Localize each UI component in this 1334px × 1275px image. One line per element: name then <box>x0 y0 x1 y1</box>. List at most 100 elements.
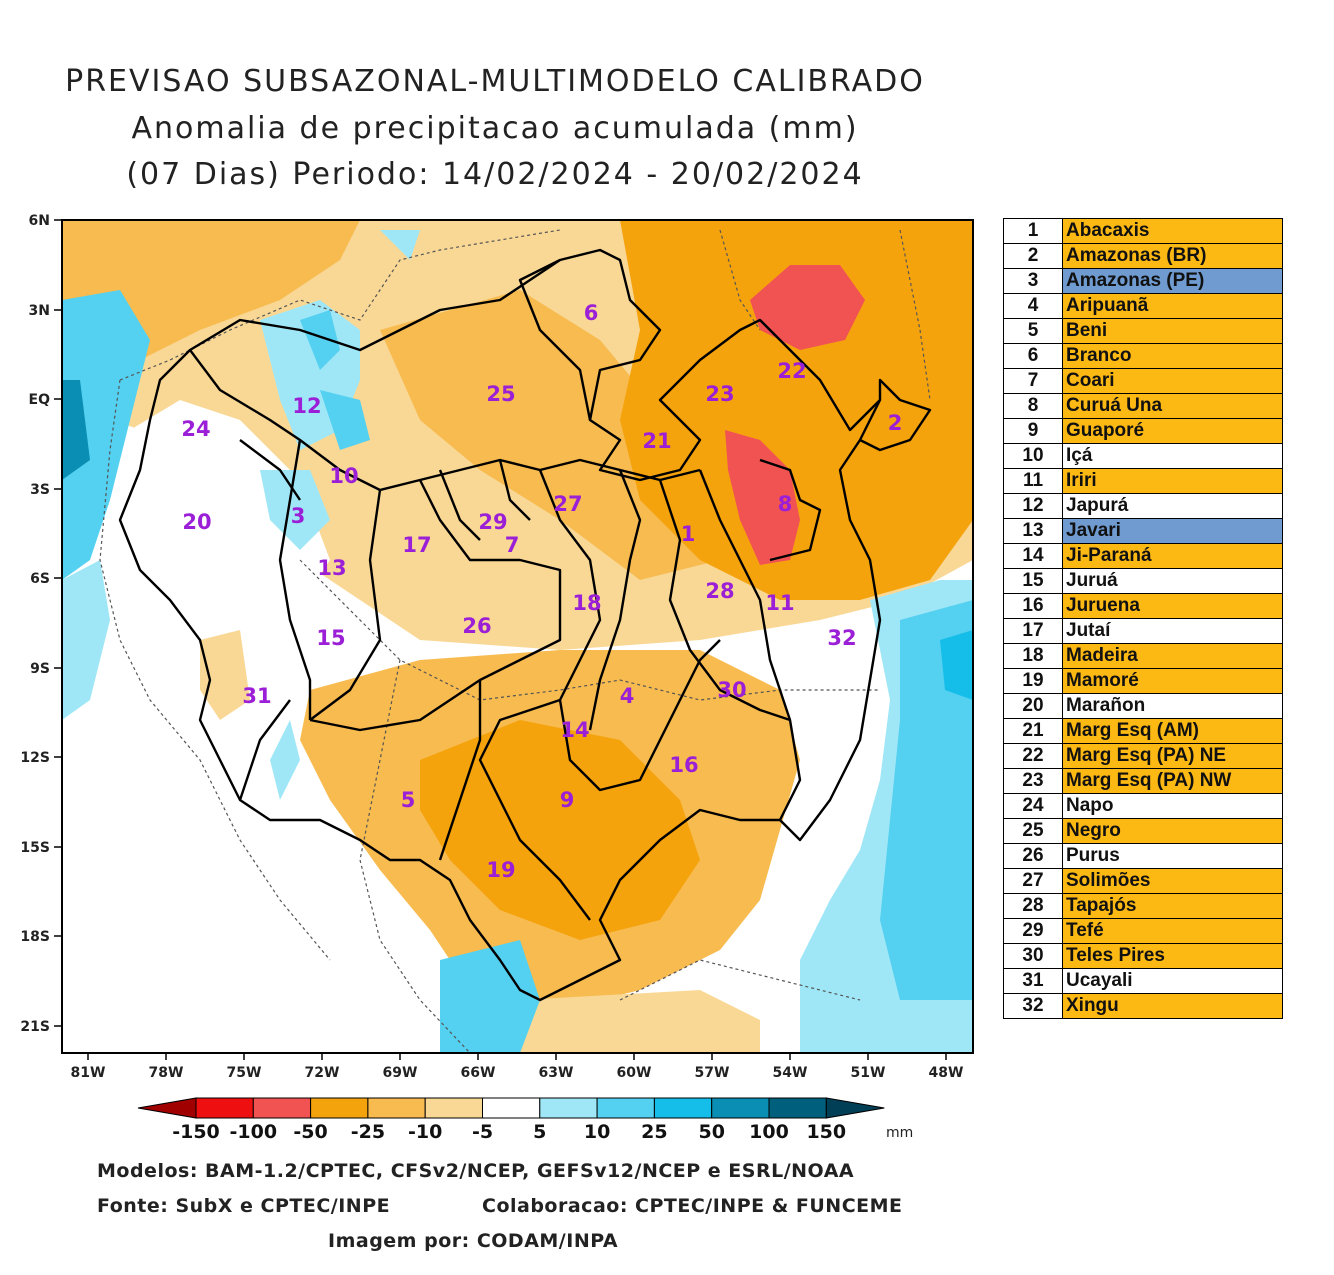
colorbar-segment <box>252 1097 312 1119</box>
legend-row: 13 Javari <box>1003 518 1283 544</box>
basin-label-10: 10 <box>329 464 358 488</box>
basin-label-18: 18 <box>572 591 601 615</box>
colorbar-tick: 150 <box>806 1121 846 1143</box>
colorbar <box>137 1097 885 1119</box>
colorbar-tick: 5 <box>533 1121 546 1143</box>
basin-label-4: 4 <box>620 684 635 708</box>
legend-basin-number: 21 <box>1003 718 1063 744</box>
colorbar-tick-labels: -150 -100 -50 -25 -10 -5 5 10 25 50 100 150 <box>172 1121 846 1143</box>
legend-basin-number: 14 <box>1003 543 1063 569</box>
legend-basin-number: 24 <box>1003 793 1063 819</box>
legend-basin-name: Abacaxis <box>1062 218 1283 244</box>
legend-row: 16 Juruena <box>1003 593 1283 619</box>
legend-row: 21 Marg Esq (AM) <box>1003 718 1283 744</box>
legend-basin-number: 20 <box>1003 693 1063 719</box>
legend-row: 28 Tapajós <box>1003 893 1283 919</box>
lat-label-18S: 18S <box>20 929 50 945</box>
colorbar-segment <box>310 1097 369 1119</box>
legend-basin-number: 28 <box>1003 893 1063 919</box>
title-line-1: PREVISAO SUBSAZONAL-MULTIMODELO CALIBRAD… <box>65 64 925 99</box>
footer-models: Modelos: BAM-1.2/CPTEC, CFSv2/NCEP, GEFS… <box>97 1160 855 1182</box>
basin-label-21: 21 <box>642 429 671 453</box>
legend-basin-name: Coari <box>1062 368 1283 394</box>
legend-row: 7 Coari <box>1003 368 1283 394</box>
lon-label-81W: 81W <box>71 1065 106 1081</box>
colorbar-segment <box>539 1097 598 1119</box>
colorbar-high-arrow <box>825 1097 885 1119</box>
basin-label-20: 20 <box>182 510 211 534</box>
legend-row: 10 Içá <box>1003 443 1283 469</box>
title-line-3: (07 Dias) Periodo: 14/02/2024 - 20/02/20… <box>126 157 864 192</box>
basin-label-26: 26 <box>462 614 491 638</box>
legend-basin-name: Ucayali <box>1062 968 1283 994</box>
colorbar-segment <box>596 1097 655 1119</box>
legend-basin-number: 23 <box>1003 768 1063 794</box>
legend-row: 19 Mamoré <box>1003 668 1283 694</box>
country-borders <box>99 229 931 1053</box>
lat-label-21S: 21S <box>20 1019 50 1035</box>
colorbar-tick: 100 <box>749 1121 789 1143</box>
legend-basin-name: Amazonas (PE) <box>1062 268 1283 294</box>
lat-label-6N: 6N <box>29 213 50 229</box>
basin-label-19: 19 <box>486 858 515 882</box>
basin-label-9: 9 <box>560 788 575 812</box>
footer-image-credit: Imagem por: CODAM/INPA <box>328 1230 619 1252</box>
footer-collab: Colaboracao: CPTEC/INPE & FUNCEME <box>482 1195 903 1217</box>
basin-label-7: 7 <box>505 533 520 557</box>
legend-basin-name: Curuá Una <box>1062 393 1283 419</box>
legend-row: 15 Juruá <box>1003 568 1283 594</box>
basin-boundaries <box>118 248 932 1002</box>
legend-row: 8 Curuá Una <box>1003 393 1283 419</box>
legend-basin-name: Branco <box>1062 343 1283 369</box>
legend-basin-name: Jutaí <box>1062 618 1283 644</box>
title-line-2: Anomalia de precipitacao acumulada (mm) <box>131 111 859 146</box>
legend-basin-number: 16 <box>1003 593 1063 619</box>
basin-label-3: 3 <box>291 504 306 528</box>
basin-label-27: 27 <box>553 492 582 516</box>
legend-basin-name: Tefé <box>1062 918 1283 944</box>
basin-label-29: 29 <box>478 510 507 534</box>
legend-basin-name: Negro <box>1062 818 1283 844</box>
legend-basin-name: Juruena <box>1062 593 1283 619</box>
lat-label-3S: 3S <box>30 482 50 498</box>
basin-label-24: 24 <box>181 417 210 441</box>
legend-row: 18 Madeira <box>1003 643 1283 669</box>
basin-label-11: 11 <box>765 591 794 615</box>
legend-basin-number: 6 <box>1003 343 1063 369</box>
legend-basin-number: 30 <box>1003 943 1063 969</box>
footer-source: Fonte: SubX e CPTEC/INPE <box>97 1195 391 1217</box>
legend-row: 24 Napo <box>1003 793 1283 819</box>
legend-row: 22 Marg Esq (PA) NE <box>1003 743 1283 769</box>
colorbar-tick: -100 <box>230 1121 278 1143</box>
legend-basin-name: Iriri <box>1062 468 1283 494</box>
legend-basin-number: 12 <box>1003 493 1063 519</box>
latitude-axis: 6N 3N EQ 3S 6S 9S 12S 15S 18S 21S <box>20 213 50 1035</box>
basin-label-28: 28 <box>705 579 734 603</box>
lon-label-78W: 78W <box>149 1065 184 1081</box>
legend-basin-name: Javari <box>1062 518 1283 544</box>
legend-basin-number: 3 <box>1003 268 1063 294</box>
legend-basin-number: 25 <box>1003 818 1063 844</box>
legend-row: 11 Iriri <box>1003 468 1283 494</box>
legend-basin-name: Mamoré <box>1062 668 1283 694</box>
legend-basin-number: 32 <box>1003 993 1063 1019</box>
basin-label-12: 12 <box>292 394 321 418</box>
legend-basin-name: Solimões <box>1062 868 1283 894</box>
colorbar-tick: -25 <box>351 1121 385 1143</box>
basin-number-labels: 1 2 3 4 5 6 7 8 9 10 11 12 13 14 15 16 1… <box>181 301 902 882</box>
lat-label-6S: 6S <box>30 571 50 587</box>
colorbar-unit: mm <box>886 1125 913 1141</box>
colorbar-tick: -10 <box>408 1121 442 1143</box>
anomaly-field <box>62 220 973 1053</box>
legend-basin-name: Guaporé <box>1062 418 1283 444</box>
legend-basin-number: 1 <box>1003 218 1063 244</box>
legend-row: 2 Amazonas (BR) <box>1003 243 1283 269</box>
legend-basin-number: 17 <box>1003 618 1063 644</box>
legend-row: 20 Marañon <box>1003 693 1283 719</box>
legend-basin-name: Ji-Paraná <box>1062 543 1283 569</box>
lat-label-3N: 3N <box>29 303 50 319</box>
colorbar-tick: 10 <box>584 1121 610 1143</box>
legend-row: 30 Teles Pires <box>1003 943 1283 969</box>
basin-label-8: 8 <box>778 492 793 516</box>
legend-basin-name: Marañon <box>1062 693 1283 719</box>
